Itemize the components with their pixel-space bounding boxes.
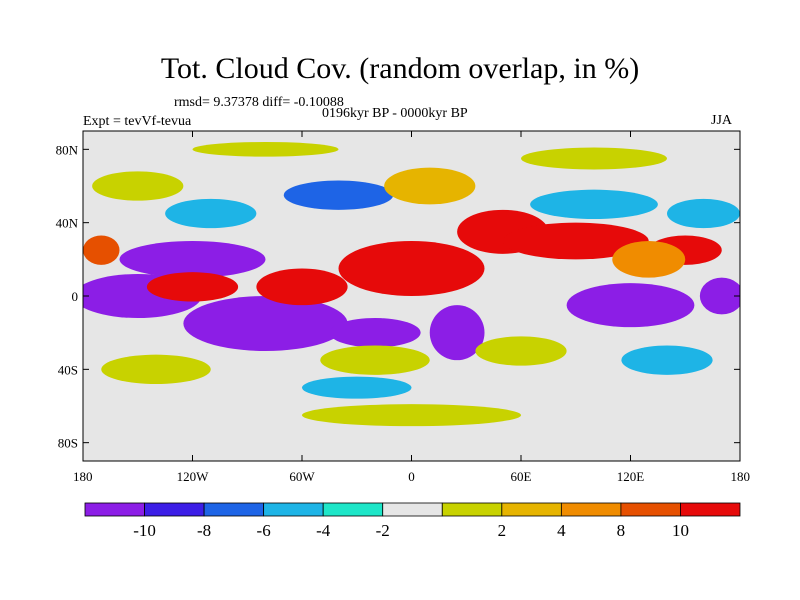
- colorbar-label-2: -6: [257, 521, 271, 540]
- anomaly-region-15: [338, 241, 485, 296]
- anomaly-region-17: [502, 222, 649, 260]
- colorbar-label-7: 8: [617, 521, 626, 540]
- x-tick-label-1: 120W: [177, 469, 210, 484]
- colorbar-swatch-9: [620, 502, 681, 517]
- x-tick-label-0: 180: [73, 469, 93, 484]
- colorbar-label-0: -10: [133, 521, 156, 540]
- period-text: 0196kyr BP - 0000kyr BP: [322, 106, 468, 121]
- axes: 180 120W 60W 0 60E 120E 180 80N 40N 0 40S 80S: [56, 131, 750, 484]
- y-tick-label-2: 0: [72, 289, 79, 304]
- anomaly-region-6: [699, 277, 740, 315]
- anomaly-region-22: [612, 241, 686, 278]
- colorbar-swatch-2: [203, 502, 265, 517]
- anomaly-region-21: [92, 171, 184, 201]
- x-tick-label-3: 0: [408, 469, 415, 484]
- colorbar-swatch-7: [501, 502, 562, 517]
- colorbar-label-5: 2: [498, 521, 507, 540]
- season-label: JJA: [711, 113, 733, 128]
- anomaly-region-8: [283, 180, 394, 210]
- experiment-label: Expt = tevVf-tevua: [83, 114, 192, 129]
- colorbar-label-3: -4: [316, 521, 331, 540]
- anomaly-region-3: [329, 318, 421, 348]
- map-title: Tot. Cloud Cov. (random overlap, in %): [160, 52, 640, 85]
- anomaly-layer: [83, 142, 740, 427]
- anomaly-region-13: [146, 272, 239, 302]
- colorbar: -10 -8 -6 -4 -2 2 4 8 10: [84, 502, 741, 540]
- colorbar-swatch-5: [382, 502, 443, 517]
- anomaly-region-9: [530, 189, 658, 219]
- x-tick-label-5: 120E: [617, 469, 645, 484]
- y-tick-label-0: 80N: [56, 142, 79, 157]
- anomaly-region-14: [256, 268, 348, 306]
- colorbar-swatch-0: [84, 502, 145, 517]
- colorbar-label-6: 4: [557, 521, 566, 540]
- anomaly-region-5: [566, 283, 695, 328]
- colorbar-swatch-8: [560, 502, 622, 517]
- anomaly-region-2: [183, 296, 348, 351]
- x-tick-label-6: 180: [731, 469, 751, 484]
- colorbar-swatch-10: [680, 502, 741, 517]
- anomaly-region-27: [521, 147, 667, 170]
- anomaly-region-12: [621, 345, 713, 375]
- y-tick-label-4: 80S: [58, 436, 78, 451]
- colorbar-swatch-4: [322, 502, 384, 517]
- colorbar-label-4: -2: [376, 521, 390, 540]
- x-tick-label-2: 60W: [289, 469, 315, 484]
- colorbar-label-1: -8: [197, 521, 211, 540]
- anomaly-region-28: [192, 142, 339, 157]
- x-tick-label-4: 60E: [511, 469, 532, 484]
- anomaly-region-10: [667, 198, 740, 229]
- y-tick-label-3: 40S: [58, 362, 78, 377]
- y-tick-label-1: 40N: [56, 216, 79, 231]
- anomaly-region-26: [101, 354, 211, 385]
- colorbar-swatch-1: [144, 502, 205, 517]
- anomaly-region-20: [384, 167, 476, 205]
- anomaly-region-24: [475, 336, 567, 366]
- colorbar-swatch-6: [441, 502, 503, 517]
- anomaly-region-19: [83, 235, 120, 265]
- colorbar-swatch-3: [263, 502, 324, 517]
- anomaly-region-7: [165, 198, 257, 229]
- stats-text: rmsd= 9.37378 diff= -0.10088: [174, 95, 344, 110]
- anomaly-region-25: [302, 404, 521, 427]
- plot-area: [82, 130, 741, 462]
- anomaly-region-4: [429, 305, 485, 361]
- anomaly-region-0: [119, 241, 266, 278]
- anomaly-region-23: [320, 345, 430, 375]
- anomaly-region-11: [302, 376, 412, 399]
- colorbar-label-8: 10: [672, 521, 689, 540]
